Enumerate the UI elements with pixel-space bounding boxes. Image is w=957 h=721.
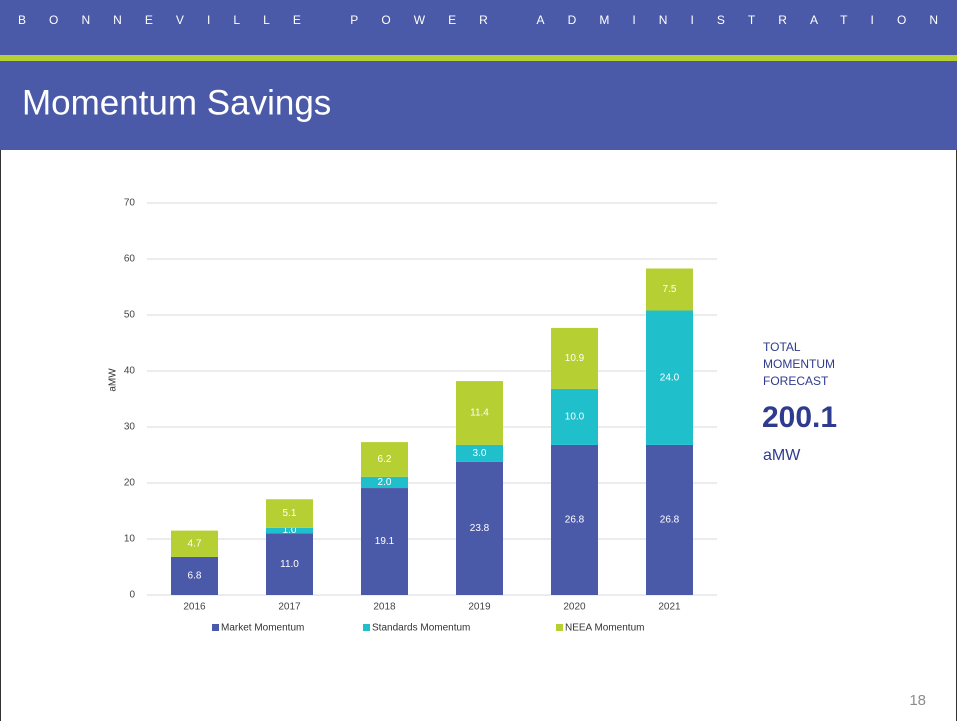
slide-title: Momentum Savings: [22, 83, 331, 122]
bar-segment: [171, 530, 218, 557]
legend-label: Market Momentum: [221, 623, 304, 634]
y-tick-label: 0: [129, 590, 135, 601]
data-label: 10.9: [565, 353, 585, 364]
legend-swatch: [556, 624, 563, 631]
y-tick-label: 70: [124, 198, 136, 209]
legend-swatch: [363, 624, 370, 631]
bar-segment: [551, 388, 598, 445]
summary-line: TOTAL: [763, 340, 801, 354]
bar-segment: [646, 444, 693, 595]
data-label: 3.0: [473, 448, 487, 459]
x-tick-label: 2018: [373, 602, 396, 613]
x-tick-label: 2016: [183, 602, 206, 613]
bar-segment: [361, 442, 408, 477]
data-label: 11.0: [280, 559, 299, 570]
header-bar: [0, 0, 957, 55]
data-label: 19.1: [375, 536, 395, 547]
bar-segment: [266, 499, 313, 528]
x-tick-label: 2020: [563, 602, 586, 613]
y-tick-label: 20: [124, 478, 136, 489]
y-tick-label: 30: [124, 422, 136, 433]
bar-segment: [266, 533, 313, 595]
bar-segment: [551, 327, 598, 389]
x-tick-label: 2021: [658, 602, 681, 613]
bar-segment: [646, 268, 693, 311]
data-label: 11.4: [470, 408, 489, 419]
summary-total: 200.1: [762, 401, 837, 434]
data-label: 23.8: [470, 523, 490, 534]
data-label: 4.7: [188, 538, 202, 549]
bar-segment: [361, 488, 408, 595]
y-tick-label: 50: [124, 310, 136, 321]
data-label: 24.0: [660, 372, 680, 383]
legend-label: Standards Momentum: [372, 623, 470, 634]
legend-label: NEEA Momentum: [565, 623, 644, 634]
data-label: 7.5: [663, 284, 677, 295]
x-tick-label: 2017: [278, 602, 301, 613]
y-axis-label: aMW: [108, 368, 119, 392]
data-label: 10.0: [565, 412, 585, 423]
data-label: 2.0: [378, 477, 392, 488]
data-label: 6.8: [188, 571, 202, 582]
legend-swatch: [212, 624, 219, 631]
summary-unit: aMW: [763, 447, 801, 464]
bar-segment: [551, 444, 598, 595]
data-label: 5.1: [283, 508, 297, 519]
bar-segment: [171, 556, 218, 595]
bar-segment: [456, 444, 503, 462]
data-label: 6.2: [378, 454, 392, 465]
page-number: 18: [909, 692, 926, 709]
bar-segment: [456, 461, 503, 595]
y-tick-label: 60: [124, 254, 136, 265]
y-tick-label: 40: [124, 366, 136, 377]
bar-segment: [646, 310, 693, 445]
accent-line: [0, 55, 957, 61]
title-band: [0, 61, 957, 150]
x-tick-label: 2019: [468, 602, 491, 613]
summary-line: FORECAST: [763, 374, 829, 388]
bar-segment: [361, 476, 408, 489]
data-label: 1.0: [283, 525, 297, 536]
data-label: 26.8: [565, 515, 585, 526]
bar-segment: [266, 527, 313, 534]
summary-line: MOMENTUM: [763, 357, 835, 371]
bar-segment: [456, 381, 503, 445]
data-label: 26.8: [660, 515, 680, 526]
y-tick-label: 10: [124, 534, 136, 545]
